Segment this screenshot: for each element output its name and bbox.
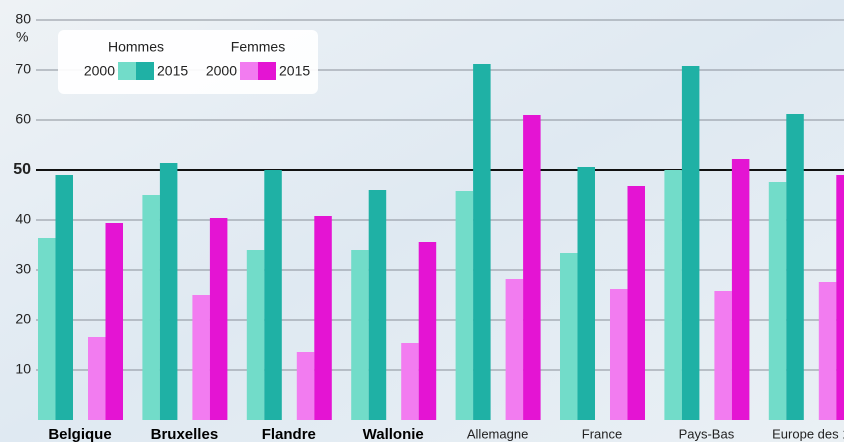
legend-swatch — [118, 62, 136, 80]
legend-label: 2015 — [157, 63, 188, 79]
bar — [473, 64, 491, 420]
x-tick-label: Belgique — [48, 426, 111, 442]
legend-group: Hommes — [108, 39, 164, 55]
bar — [105, 223, 123, 420]
legend-group: Femmes — [231, 39, 285, 55]
bar — [577, 167, 595, 420]
y-tick-label: 20 — [15, 311, 31, 327]
y-tick-label: 40 — [15, 211, 31, 227]
y-tick-label: 10 — [15, 361, 31, 377]
bar — [768, 182, 787, 420]
bar — [836, 175, 844, 420]
bar — [731, 159, 750, 420]
bar — [368, 190, 387, 420]
bar — [714, 291, 732, 420]
legend-swatch — [258, 62, 276, 80]
bar — [246, 250, 265, 420]
bar — [818, 282, 837, 420]
legend-swatch — [240, 62, 258, 80]
bar — [159, 163, 178, 420]
y-unit: % — [16, 29, 28, 45]
y-tick-label: 70 — [15, 61, 31, 77]
legend-label: 2000 — [84, 63, 115, 79]
y-tick-label: 80 — [15, 11, 31, 27]
bar — [38, 238, 56, 420]
bar — [627, 186, 645, 420]
x-tick-label: Flandre — [262, 426, 316, 442]
x-tick-label: Europe des 1 — [772, 426, 844, 441]
legend-swatch — [136, 62, 154, 80]
legend-label: 2015 — [279, 63, 310, 79]
bar — [314, 216, 332, 420]
y-tick-label: 50 — [13, 161, 31, 178]
bar — [523, 115, 541, 420]
x-tick-label: France — [582, 426, 622, 441]
bar — [296, 352, 315, 420]
bar — [264, 170, 282, 420]
y-tick-label: 30 — [15, 261, 31, 277]
bar — [786, 114, 804, 420]
bar — [142, 195, 160, 420]
x-tick-label: Pays-Bas — [679, 426, 735, 441]
bar — [664, 170, 682, 420]
y-tick-label: 60 — [15, 111, 31, 127]
bar — [560, 253, 578, 420]
bar — [88, 337, 106, 420]
bar — [610, 289, 628, 420]
x-tick-label: Wallonie — [363, 426, 424, 442]
bar — [505, 279, 524, 420]
bar — [55, 175, 73, 420]
x-tick-label: Bruxelles — [151, 426, 219, 442]
bar — [455, 191, 474, 420]
x-tick-label: Allemagne — [467, 426, 528, 441]
legend-label: 2000 — [206, 63, 237, 79]
bar — [401, 343, 419, 420]
bar — [209, 218, 228, 420]
bar — [351, 250, 369, 420]
bar — [681, 66, 700, 420]
bar — [192, 295, 210, 420]
bar — [418, 242, 437, 420]
